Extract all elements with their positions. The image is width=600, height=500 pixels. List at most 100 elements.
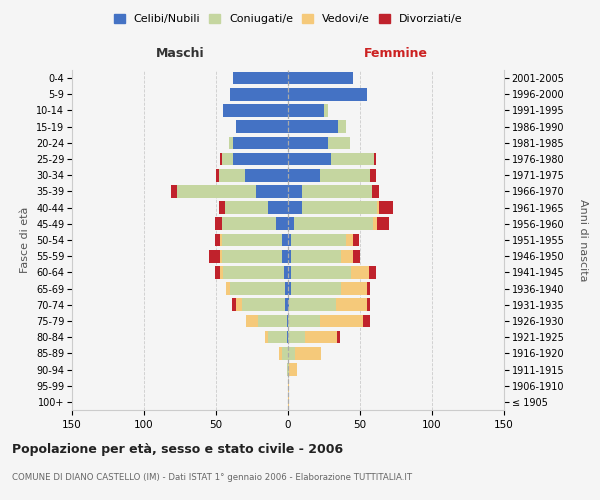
Bar [291, 250, 341, 262]
Bar [288, 282, 291, 295]
Bar [230, 282, 285, 295]
Bar [288, 234, 291, 246]
Bar [220, 250, 222, 262]
Bar [285, 298, 288, 311]
Bar [222, 250, 282, 262]
Bar [209, 250, 220, 262]
Bar [222, 218, 277, 230]
Bar [220, 152, 222, 166]
Bar [287, 314, 288, 328]
Bar [377, 218, 389, 230]
Bar [335, 298, 367, 311]
Bar [216, 169, 219, 181]
Bar [287, 363, 288, 376]
Text: Femmine: Femmine [364, 48, 428, 60]
Bar [232, 298, 236, 311]
Bar [265, 331, 268, 344]
Bar [302, 202, 377, 214]
Bar [288, 104, 324, 117]
Bar [320, 169, 370, 181]
Bar [346, 234, 353, 246]
Text: Maschi: Maschi [155, 48, 205, 60]
Bar [288, 88, 367, 101]
Bar [291, 266, 352, 278]
Bar [371, 185, 379, 198]
Bar [288, 380, 289, 392]
Bar [288, 266, 291, 278]
Bar [222, 152, 233, 166]
Bar [245, 169, 288, 181]
Bar [282, 234, 288, 246]
Bar [177, 185, 256, 198]
Y-axis label: Fasce di età: Fasce di età [20, 207, 31, 273]
Bar [223, 266, 284, 278]
Bar [223, 104, 288, 117]
Bar [288, 169, 320, 181]
Bar [288, 396, 289, 408]
Bar [320, 314, 363, 328]
Bar [288, 185, 302, 198]
Bar [288, 331, 305, 344]
Bar [285, 282, 288, 295]
Bar [377, 202, 379, 214]
Bar [282, 250, 288, 262]
Bar [374, 152, 376, 166]
Bar [367, 298, 370, 311]
Bar [289, 298, 335, 311]
Bar [215, 234, 220, 246]
Bar [233, 72, 288, 85]
Bar [305, 331, 337, 344]
Bar [172, 185, 177, 198]
Bar [302, 185, 371, 198]
Bar [242, 298, 285, 311]
Bar [220, 266, 223, 278]
Bar [288, 218, 294, 230]
Text: COMUNE DI DIANO CASTELLO (IM) - Dati ISTAT 1° gennaio 2006 - Elaborazione TUTTIT: COMUNE DI DIANO CASTELLO (IM) - Dati IST… [12, 472, 412, 482]
Bar [246, 314, 258, 328]
Bar [224, 202, 268, 214]
Bar [233, 136, 288, 149]
Bar [341, 282, 367, 295]
Bar [373, 218, 377, 230]
Bar [256, 185, 288, 198]
Bar [288, 363, 289, 376]
Y-axis label: Anni di nascita: Anni di nascita [578, 198, 589, 281]
Bar [288, 298, 289, 311]
Bar [368, 266, 376, 278]
Bar [288, 347, 295, 360]
Bar [284, 266, 288, 278]
Bar [220, 234, 222, 246]
Bar [229, 136, 233, 149]
Bar [291, 282, 341, 295]
Bar [367, 282, 370, 295]
Bar [215, 266, 220, 278]
Legend: Celibi/Nubili, Coniugati/e, Vedovi/e, Divorziati/e: Celibi/Nubili, Coniugati/e, Vedovi/e, Di… [110, 10, 466, 28]
Bar [287, 331, 288, 344]
Bar [353, 250, 360, 262]
Bar [258, 314, 287, 328]
Bar [363, 314, 370, 328]
Bar [288, 120, 338, 133]
Bar [288, 72, 353, 85]
Bar [233, 152, 288, 166]
Bar [288, 152, 331, 166]
Bar [222, 234, 282, 246]
Bar [219, 169, 245, 181]
Bar [219, 202, 224, 214]
Bar [288, 314, 320, 328]
Bar [338, 120, 346, 133]
Bar [352, 266, 368, 278]
Bar [288, 250, 291, 262]
Bar [268, 331, 287, 344]
Bar [288, 202, 302, 214]
Bar [353, 234, 359, 246]
Bar [226, 282, 230, 295]
Bar [291, 234, 346, 246]
Bar [379, 202, 393, 214]
Bar [341, 250, 353, 262]
Bar [236, 120, 288, 133]
Bar [295, 347, 321, 360]
Bar [331, 152, 374, 166]
Bar [328, 136, 350, 149]
Bar [337, 331, 340, 344]
